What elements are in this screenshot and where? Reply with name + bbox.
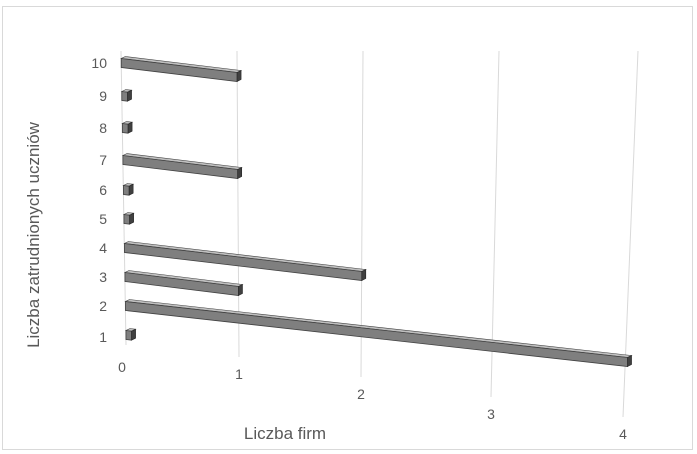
y-tick-label-6: 6: [99, 182, 107, 198]
y-tick-label-8: 8: [99, 120, 107, 136]
bar-10: [120, 56, 243, 82]
gridlines: [120, 50, 639, 418]
x-tick-label-4: 4: [619, 426, 627, 442]
bars: [120, 56, 633, 367]
x-tick-label-1: 1: [235, 366, 243, 382]
y-tick-label-9: 9: [99, 88, 107, 104]
bar-3: [123, 270, 244, 296]
bar-7: [121, 153, 243, 179]
bar-9: [120, 89, 133, 102]
y-tick-label-7: 7: [99, 152, 107, 168]
x-tick-label-2: 2: [357, 386, 365, 402]
gridline-2: [360, 50, 364, 378]
gridline-3: [490, 50, 500, 398]
bar-1: [124, 328, 137, 341]
bar-2: [124, 299, 633, 367]
x-axis-title: Liczba firm: [244, 424, 326, 443]
y-tick-label-5: 5: [99, 211, 107, 227]
y-tick-label-3: 3: [99, 269, 107, 285]
y-tick-label-10: 10: [91, 55, 107, 71]
y-tick-label-1: 1: [99, 329, 107, 345]
y-tick-labels: 1 2 3 4 5 6 7 8 9 10: [91, 55, 107, 345]
bar-8: [121, 121, 134, 134]
x-tick-labels: 0 1 2 3 4: [118, 359, 627, 442]
y-tick-label-4: 4: [99, 240, 107, 256]
bar-5: [122, 212, 135, 225]
x-tick-label-0: 0: [118, 359, 126, 375]
x-tick-label-3: 3: [487, 406, 495, 422]
y-axis-title: Liczba zatrudnionych uczniów: [24, 121, 43, 348]
y-tick-label-2: 2: [99, 298, 107, 314]
bar-4: [123, 241, 367, 281]
bar-6: [122, 183, 135, 196]
gridline-1: [236, 50, 240, 358]
